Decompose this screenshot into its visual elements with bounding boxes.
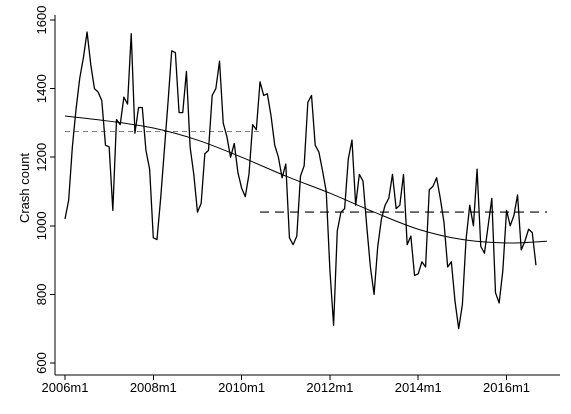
x-tick-label: 2012m1 [306,380,353,395]
reference-lines [65,130,547,213]
y-tick-label: 1000 [34,211,49,240]
x-tick-label: 2006m1 [42,380,89,395]
crash-count-series-line [64,31,537,330]
x-tick-label: 2010m1 [218,380,265,395]
y-tick-label: 600 [34,352,49,374]
y-axis-ticks: 600 800 1000 1200 1400 1600 [34,6,55,374]
y-tick-label: 1200 [34,143,49,172]
y-tick-label: 800 [34,284,49,306]
chart-axes [54,15,560,376]
x-axis-ticks: 2006m1 2008m1 2010m1 2012m1 2014m1 2016m1 [42,375,530,395]
x-tick-label: 2014m1 [395,380,442,395]
y-axis-title: Crash count [17,153,32,223]
x-tick-label: 2016m1 [483,380,530,395]
x-tick-label: 2008m1 [130,380,177,395]
y-tick-label: 1600 [34,6,49,35]
series-group [64,31,537,330]
y-tick-label: 1400 [34,74,49,103]
